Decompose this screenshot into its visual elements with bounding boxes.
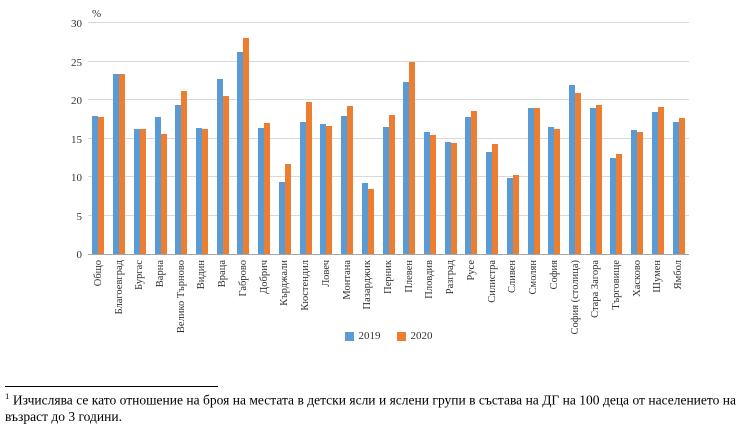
bar-2019: [175, 104, 182, 254]
bar-chart: % Общо Благоевград Бургас Варна Велико Търно…: [71, 8, 689, 360]
y-axis-tick-label: 30: [71, 18, 82, 30]
x-axis-labels: Общо Благоевград Бургас Варна Велико Търново…: [88, 260, 689, 360]
legend-swatch: [344, 331, 354, 341]
bar-2019: [610, 157, 617, 254]
y-axis-unit-label: %: [92, 8, 102, 20]
bar-2020: [512, 175, 519, 254]
bar-2019: [486, 151, 493, 254]
footnote: 1 Изчислява се като отношение на броя на…: [5, 391, 736, 426]
bar-2020: [471, 110, 478, 254]
bar-2020: [160, 133, 167, 254]
bar-2020: [388, 115, 395, 254]
bar-2019: [423, 132, 430, 254]
bar-2019: [403, 81, 410, 254]
legend-item-2020: 2020: [396, 330, 433, 342]
footnote-marker: 1: [5, 391, 10, 401]
bar-2020: [181, 90, 188, 254]
bar-2020: [284, 163, 291, 254]
bar-2020: [637, 131, 644, 254]
bar-2020: [119, 73, 126, 254]
bar-2019: [548, 126, 555, 254]
legend-item-2019: 2019: [344, 330, 381, 342]
bar-2020: [305, 101, 312, 254]
bar-2019: [113, 73, 120, 254]
bar-2019: [299, 121, 306, 254]
bar-2020: [575, 93, 582, 254]
bar-2020: [429, 135, 436, 254]
bar-2020: [616, 153, 623, 254]
bar-2020: [201, 129, 208, 254]
y-axis-tick-label: 0: [76, 249, 83, 261]
footnote-body: Изчислява се като отношение на броя на м…: [5, 392, 737, 425]
bar-2019: [569, 84, 576, 254]
bar-2020: [533, 108, 540, 254]
y-axis-tick-label: 5: [76, 210, 83, 223]
bar-2020: [409, 62, 416, 254]
y-axis-tick-label: 25: [71, 56, 82, 69]
bar-2019: [672, 121, 679, 254]
y-axis-tick-label: 10: [71, 172, 82, 184]
bar-2019: [278, 181, 285, 254]
legend-label: 2019: [358, 330, 381, 342]
bar-2019: [527, 107, 534, 254]
bar-2020: [595, 105, 602, 254]
bar-2020: [492, 143, 499, 254]
bar-2020: [222, 96, 229, 254]
bar-2019: [589, 107, 596, 254]
legend-label: 2020: [410, 330, 433, 342]
bar-2019: [382, 126, 389, 254]
bar-2020: [264, 123, 271, 254]
plot-area: [88, 22, 689, 255]
bar-2019: [444, 141, 451, 254]
bar-2020: [347, 106, 354, 254]
bar-2019: [216, 79, 223, 254]
bar-2019: [92, 116, 99, 254]
bar-2019: [320, 123, 327, 254]
bar-2020: [98, 116, 105, 254]
bar-2020: [367, 188, 374, 254]
bar-2019: [237, 51, 244, 254]
bar-2020: [678, 118, 685, 254]
bar-2020: [326, 126, 333, 254]
bar-2020: [657, 106, 664, 254]
bar-2019: [506, 177, 513, 254]
bar-2019: [341, 116, 348, 254]
bar-2019: [133, 128, 140, 254]
bar-2020: [554, 128, 561, 254]
bar-2020: [243, 38, 250, 254]
bar-2019: [651, 112, 658, 254]
legend: 2019 2020: [88, 330, 689, 342]
y-axis-tick-label: 20: [71, 95, 82, 107]
bar-2019: [465, 116, 472, 254]
bar-2019: [361, 183, 368, 254]
bar-2019: [195, 127, 202, 254]
bar-2020: [450, 143, 457, 254]
bar-2020: [139, 129, 146, 254]
legend-swatch: [396, 331, 406, 341]
bar-2019: [258, 127, 265, 254]
gridline: [88, 99, 689, 100]
y-axis-tick-label: 15: [71, 133, 82, 146]
gridline: [88, 60, 689, 62]
bar-2019: [154, 116, 161, 254]
footnote-separator: [5, 386, 218, 387]
bar-2019: [631, 130, 638, 254]
gridline: [88, 22, 689, 23]
